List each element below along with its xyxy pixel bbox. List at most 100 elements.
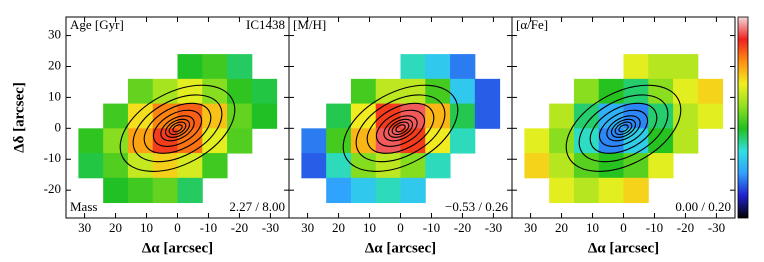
- map-cell: [623, 177, 649, 204]
- range-label: 0.00 / 0.20: [675, 199, 731, 214]
- map-cell: [697, 78, 724, 105]
- range-label: −0.53 / 0.26: [445, 199, 508, 214]
- x-tick-label: 0: [397, 220, 404, 235]
- y-tick-label: -10: [44, 150, 61, 165]
- panel-title: Age [Gyr]: [70, 17, 124, 32]
- x-axis-label: Δα [arcsec]: [588, 240, 659, 256]
- x-tick-label: 30: [78, 220, 91, 235]
- map-cell: [524, 153, 550, 179]
- map-cell: [598, 78, 624, 105]
- panel-title: [M/H]: [293, 17, 326, 32]
- map-cell: [177, 177, 203, 204]
- map-cell: [227, 128, 253, 154]
- map-cell: [549, 128, 575, 154]
- map-cell: [673, 54, 699, 80]
- map-cell: [127, 78, 154, 105]
- contour: [342, 84, 459, 172]
- y-tick-label: -20: [44, 181, 61, 196]
- map-cell: [400, 177, 426, 204]
- y-tick-label: 10: [48, 88, 61, 103]
- map-cell: [350, 177, 377, 204]
- contour: [172, 124, 183, 133]
- map-cell: [648, 153, 674, 179]
- contour: [391, 121, 410, 136]
- map-cell: [425, 54, 451, 80]
- map-cell: [350, 103, 377, 129]
- y-tick-label: 0: [55, 119, 62, 134]
- map-cell: [450, 54, 476, 80]
- map-cell: [152, 78, 178, 105]
- map-cell: [549, 103, 575, 129]
- contour: [618, 124, 629, 133]
- y-tick-label: 30: [48, 27, 61, 42]
- map-cell: [177, 54, 203, 80]
- map-cell: [202, 54, 228, 80]
- contour: [610, 118, 637, 138]
- map-cell: [326, 128, 352, 154]
- x-tick-label: 30: [524, 220, 537, 235]
- contour: [143, 102, 212, 154]
- contour: [366, 102, 435, 154]
- map-cell: [326, 177, 352, 204]
- map-cell: [227, 78, 253, 105]
- map-cell: [573, 78, 600, 105]
- map-cell: [549, 153, 575, 179]
- map-cell: [697, 103, 724, 129]
- contour: [164, 118, 191, 138]
- map-cell: [78, 128, 104, 154]
- x-tick-label: 30: [301, 220, 314, 235]
- x-tick-label: -30: [485, 220, 502, 235]
- map-cell: [127, 177, 154, 204]
- map-cell: [474, 103, 501, 129]
- map-cell: [326, 153, 352, 179]
- map-cell: [350, 78, 377, 105]
- contour: [614, 121, 633, 136]
- contour: [375, 109, 426, 147]
- contour: [383, 115, 418, 142]
- contour: [119, 84, 236, 172]
- x-axis-label: Δα [arcsec]: [365, 240, 436, 256]
- map-cell: [623, 78, 649, 105]
- map-cells: [524, 54, 724, 204]
- contour: [160, 115, 195, 142]
- map-cell: [425, 153, 451, 179]
- map-cell: [524, 128, 550, 154]
- colorbar: [737, 16, 749, 219]
- map-cell: [549, 177, 575, 204]
- x-tick-label: 10: [363, 220, 376, 235]
- x-tick-label: -30: [708, 220, 725, 235]
- contour: [387, 118, 414, 138]
- map-cell: [202, 153, 228, 179]
- map-cell: [598, 153, 624, 179]
- map-cell: [103, 103, 129, 129]
- map-cell: [648, 54, 674, 80]
- map-cell: [103, 153, 129, 179]
- map-cell: [375, 78, 401, 105]
- contour: [565, 84, 682, 172]
- map-cell: [673, 78, 699, 105]
- map-cell: [400, 54, 426, 80]
- x-tick-label: 20: [332, 220, 345, 235]
- map-cell: [623, 54, 649, 80]
- range-label: 2.27 / 8.00: [229, 199, 285, 214]
- x-tick-label: -20: [677, 220, 694, 235]
- contour: [606, 115, 641, 142]
- contour: [578, 94, 669, 163]
- map-cell: [251, 78, 278, 105]
- map-cell: [251, 103, 278, 129]
- object-name: IC1438: [246, 17, 285, 32]
- x-tick-label: 20: [109, 220, 122, 235]
- x-tick-label: -10: [200, 220, 217, 235]
- map-cell: [450, 128, 476, 154]
- x-tick-label: 10: [586, 220, 599, 235]
- map-cell: [450, 78, 476, 105]
- map-cell: [177, 78, 203, 105]
- map-cell: [598, 177, 624, 204]
- contour: [395, 124, 406, 133]
- map-cell: [375, 153, 401, 179]
- x-tick-label: -30: [262, 220, 279, 235]
- map-cells: [78, 54, 278, 204]
- map-cell: [78, 153, 104, 179]
- map-cell: [301, 128, 327, 154]
